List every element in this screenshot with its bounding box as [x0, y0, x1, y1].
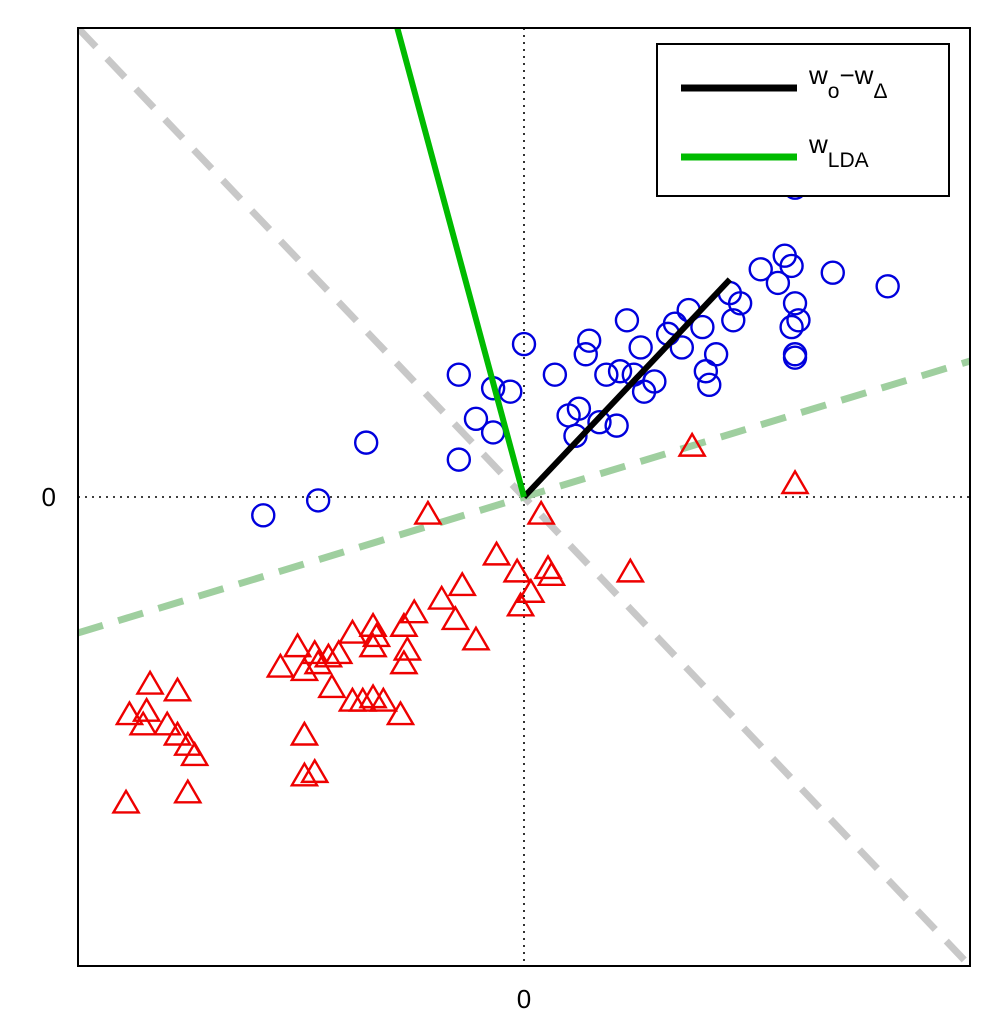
circle-marker [727, 291, 753, 316]
axes-frame [77, 27, 971, 967]
circle-marker [573, 342, 598, 367]
triangle-marker [289, 655, 320, 682]
vector-w_lda [394, 28, 527, 498]
circle-marker [782, 345, 808, 370]
triangle-marker [780, 469, 810, 495]
series-triangles [111, 431, 810, 814]
circle-marker [446, 362, 472, 387]
triangle-marker [282, 632, 313, 658]
triangle-marker [179, 740, 210, 767]
legend-symbol: −w [839, 60, 873, 90]
triangle-marker [152, 710, 182, 736]
triangle-marker [516, 577, 546, 603]
plot-area [78, 28, 970, 966]
plot-clip-group [78, 28, 970, 966]
triangle-marker [289, 761, 320, 787]
circle-marker [498, 379, 523, 404]
triangle-marker [173, 778, 203, 804]
triangle-marker [368, 686, 399, 712]
vector-w_diff [521, 277, 733, 500]
triangle-marker [502, 557, 532, 583]
circle-marker [614, 308, 640, 333]
triangle-marker [389, 649, 419, 675]
triangle-marker [114, 700, 145, 726]
triangle-marker [536, 560, 567, 586]
x-tick-label: 0 [517, 984, 531, 1014]
series-circles [251, 175, 900, 528]
circle-marker [480, 420, 506, 445]
circle-marker [693, 359, 719, 384]
triangle-marker [111, 788, 141, 814]
circle-marker [721, 308, 746, 333]
triangle-marker [461, 625, 491, 651]
legend-symbol: w [808, 60, 828, 90]
circle-marker [703, 342, 729, 367]
legend-subscript: o [828, 80, 840, 103]
circle-marker [511, 331, 537, 357]
circle-marker [607, 359, 633, 384]
legend-subscript: Δ [873, 80, 887, 103]
circle-marker [353, 430, 379, 455]
circle-marker [542, 362, 568, 387]
triangle-marker [526, 499, 556, 525]
circle-marker [628, 335, 653, 360]
legend-box [656, 43, 950, 197]
triangle-marker [135, 669, 165, 695]
triangle-marker [440, 604, 471, 631]
circle-marker [779, 314, 804, 340]
triangle-marker [265, 652, 296, 678]
triangle-marker [677, 431, 707, 457]
circle-marker [690, 314, 715, 340]
circle-marker [669, 335, 695, 360]
triangle-marker [426, 584, 457, 610]
triangle-marker [615, 557, 646, 583]
circle-marker [875, 274, 900, 299]
circle-marker [576, 328, 602, 353]
triangle-marker [337, 618, 368, 644]
triangle-marker [389, 611, 419, 637]
tick-labels: 00 [42, 482, 532, 1014]
triangle-marker [447, 570, 477, 597]
circle-marker [446, 447, 472, 472]
circle-marker [786, 308, 811, 333]
triangle-marker [505, 591, 536, 617]
circle-marker [594, 362, 619, 387]
circle-marker [587, 410, 612, 435]
circle-marker [765, 270, 791, 296]
triangle-marker [358, 632, 388, 658]
circle-marker [631, 379, 657, 404]
triangle-marker [324, 638, 354, 665]
circle-marker [782, 291, 808, 316]
triangle-marker [348, 686, 378, 712]
circle-marker [251, 503, 276, 528]
legend-subscript: LDA [828, 149, 869, 172]
legend-symbol: w [808, 129, 828, 159]
triangle-marker [300, 757, 330, 784]
triangle-marker [358, 683, 388, 709]
triangle-marker [413, 499, 443, 525]
circle-marker [779, 253, 804, 279]
legend-label-w_diff: wo−wΔ [808, 60, 887, 103]
circle-marker [820, 260, 845, 285]
legend-label-w_lda: wLDA [808, 129, 869, 172]
triangle-marker [481, 540, 512, 566]
circle-marker [748, 257, 773, 282]
triangle-marker [162, 720, 193, 746]
y-tick-label: 0 [42, 482, 56, 512]
circle-marker [566, 396, 592, 421]
triangle-marker [399, 598, 429, 624]
triangle-marker [317, 672, 347, 699]
triangle-marker [385, 700, 416, 726]
triangle-marker [162, 676, 193, 702]
triangle-marker [289, 720, 320, 746]
circle-marker [463, 406, 489, 432]
triangle-marker [361, 621, 392, 648]
circle-marker [305, 488, 331, 513]
circle-marker [697, 372, 722, 398]
circle-marker [604, 413, 629, 438]
